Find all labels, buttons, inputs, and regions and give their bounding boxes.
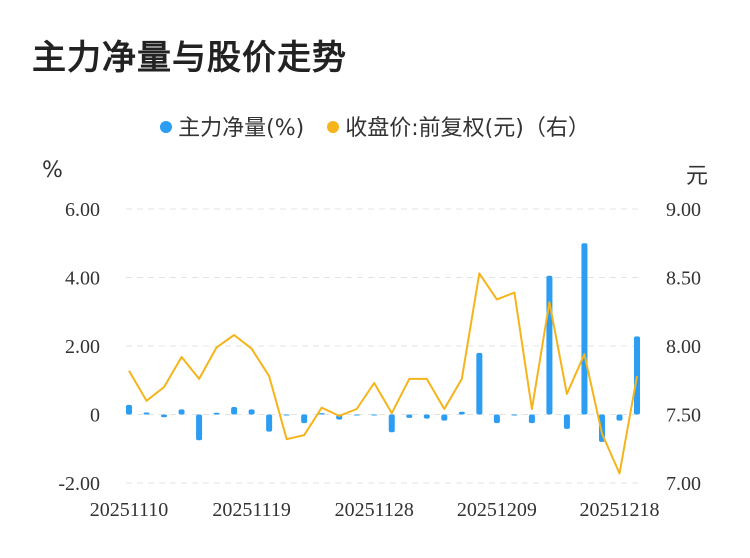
flow-bar (318, 413, 325, 415)
flow-bar (616, 414, 623, 421)
legend-flow-label: 主力净量(%) (178, 116, 305, 141)
right-axis-tick-label: 7.50 (666, 405, 701, 427)
x-axis-tick-label: 20251209 (457, 499, 537, 521)
flow-bar (388, 414, 395, 433)
right-axis-unit: 元 (686, 164, 709, 189)
grid-lines (126, 208, 640, 484)
flow-bar (458, 411, 465, 415)
legend-flow-marker-icon (160, 121, 173, 133)
right-axis-tick-label: 8.50 (666, 268, 701, 290)
page-title: 主力净量与股价走势 (32, 38, 347, 78)
legend-price-label: 收盘价:前复权(元)（右） (345, 116, 590, 141)
left-axis-tick-label: -2.00 (58, 473, 100, 495)
left-axis-tick-label: 4.00 (65, 268, 100, 290)
flow-bar (283, 414, 290, 416)
flow-bar (441, 414, 448, 421)
x-axis-tick-label: 20251119 (212, 499, 291, 521)
flow-bar (301, 414, 308, 424)
flow-bar (546, 275, 553, 415)
flow-bar (248, 409, 255, 415)
price-line (128, 272, 638, 475)
left-axis-tick-label: 2.00 (65, 336, 100, 358)
axis-tick-labels: 6.00 9.00 4.00 8.50 2.00 8.00 0 7.50 -2.00 7.00 20… (58, 199, 701, 521)
x-axis-tick-label: 20251128 (335, 499, 414, 521)
flow-bar (196, 414, 203, 441)
flow-bar (423, 414, 430, 419)
flow-bar (581, 243, 588, 415)
left-axis-unit: % (42, 158, 63, 183)
flow-bar (371, 414, 378, 416)
flow-bar (213, 412, 220, 415)
flow-bar (231, 406, 238, 415)
price-line-layer (128, 272, 638, 475)
flow-bar (266, 414, 273, 432)
left-axis-tick-label: 0 (90, 405, 100, 427)
left-axis-tick-label: 6.00 (65, 199, 100, 221)
flow-bar (143, 412, 150, 415)
flow-bar (634, 336, 640, 415)
flow-bar (178, 409, 185, 415)
legend-item-flow[interactable]: 主力净量(%) (160, 110, 304, 142)
flow-bar (353, 414, 360, 416)
flow-bar (126, 404, 132, 415)
flow-bar (161, 414, 168, 418)
x-axis-tick-label: 20251218 (579, 499, 659, 521)
right-axis-tick-label: 8.00 (666, 336, 701, 358)
flow-bar (528, 414, 535, 424)
legend-item-price[interactable]: 收盘价:前复权(元)（右） (327, 110, 590, 142)
chart-legend: 主力净量(%) 收盘价:前复权(元)（右） (0, 110, 750, 142)
right-axis-tick-label: 9.00 (666, 199, 701, 221)
flow-bar (476, 352, 483, 415)
legend-price-marker-icon (327, 121, 340, 133)
x-axis-tick-label: 20251110 (90, 499, 169, 521)
flow-bar (511, 414, 518, 416)
flow-bar (563, 414, 570, 429)
right-axis-tick-label: 7.00 (666, 473, 701, 495)
flow-bar (493, 414, 500, 424)
flow-bars (126, 243, 640, 442)
flow-bar (406, 414, 413, 418)
